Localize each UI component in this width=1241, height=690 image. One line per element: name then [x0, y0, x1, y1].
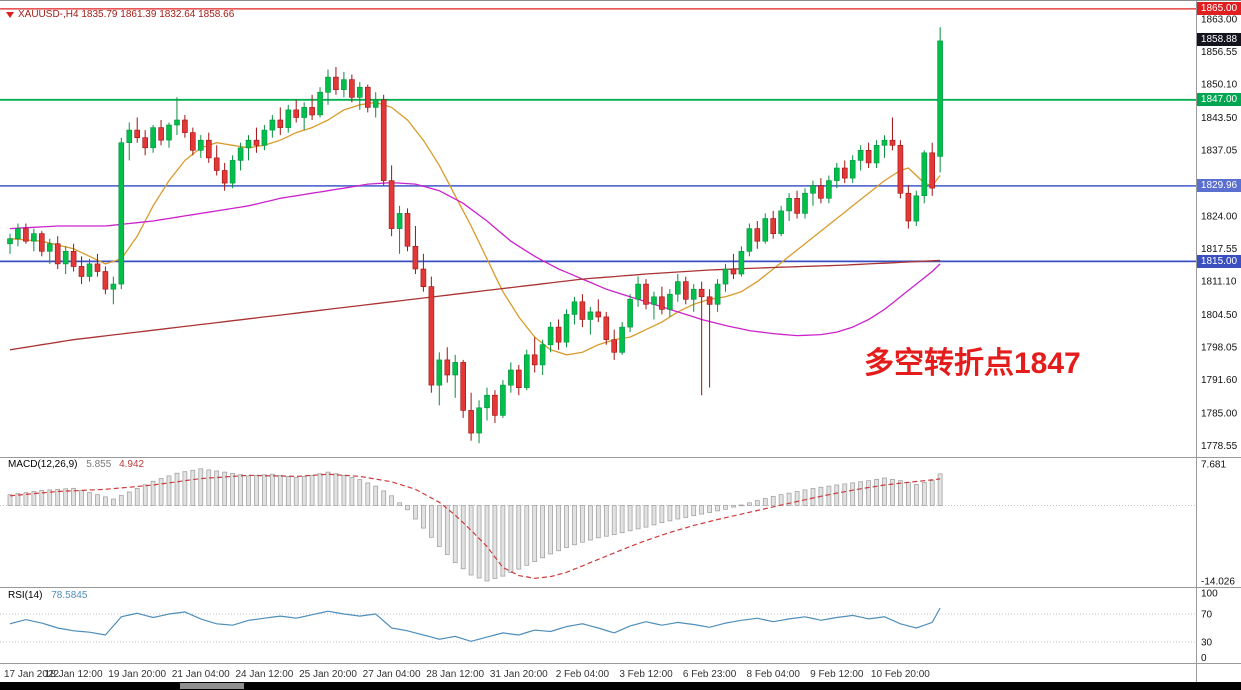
- price-tick-label: 1843.50: [1201, 113, 1238, 124]
- horizontal-scrollbar[interactable]: [0, 682, 1241, 690]
- price-tick-label: 1817.55: [1201, 244, 1238, 255]
- chart-annotation-text: 多空转折点1847: [864, 347, 1081, 380]
- time-tick-label: 9 Feb 12:00: [810, 669, 864, 680]
- time-tick-label: 17 Jan 2022: [4, 669, 59, 680]
- candlesticks: [7, 27, 943, 444]
- ma-fast-line: [9, 101, 941, 356]
- ma-slow-line: [9, 259, 941, 351]
- rsi-value: 78.5845: [51, 590, 88, 601]
- time-tick-label: 18 Jan 12:00: [45, 669, 103, 680]
- price-tick-label: 1778.55: [1201, 441, 1238, 452]
- rsi-tick-label: 30: [1201, 638, 1213, 649]
- time-tick-label: 2 Feb 04:00: [556, 669, 610, 680]
- macd-main-value: 5.855: [86, 459, 112, 470]
- price-badge-1829.96: 1829.96: [1197, 179, 1241, 193]
- price-tick-label: 1850.10: [1201, 80, 1238, 91]
- macd-indicator-label: MACD(12,26,9) 5.855 4.942: [8, 459, 144, 470]
- time-tick-label: 28 Jan 12:00: [426, 669, 484, 680]
- rsi-tick-label: 70: [1201, 610, 1213, 621]
- price-tick-label: 1804.50: [1201, 310, 1238, 321]
- price-tick-label: 1856.55: [1201, 47, 1238, 58]
- price-axis: 1863.001856.551850.101843.501837.051830.…: [1201, 15, 1238, 665]
- time-tick-label: 10 Feb 20:00: [871, 669, 930, 680]
- rsi-tick-label: 0: [1201, 653, 1207, 664]
- time-tick-label: 24 Jan 12:00: [235, 669, 293, 680]
- symbol-ohlc-header: XAUUSD-,H4 1835.79 1861.39 1832.64 1858.…: [6, 9, 234, 20]
- price-badge-1847.00: 1847.00: [1197, 93, 1241, 107]
- macd-signal-line: [9, 473, 941, 579]
- price-tick-label: 1863.00: [1201, 15, 1238, 26]
- rsi-name: RSI(14): [8, 590, 43, 601]
- price-badge-1815.00: 1815.00: [1197, 254, 1241, 268]
- time-tick-label: 31 Jan 20:00: [490, 669, 548, 680]
- macd-panel: [0, 468, 1197, 582]
- time-tick-label: 3 Feb 12:00: [619, 669, 673, 680]
- rsi-line: [9, 607, 941, 642]
- rsi-indicator-label: RSI(14) 78.5845: [8, 590, 87, 601]
- time-tick-label: 6 Feb 23:00: [683, 669, 737, 680]
- rsi-tick-label: 100: [1201, 589, 1218, 600]
- price-tick-label: 1837.05: [1201, 146, 1238, 157]
- price-tick-label: 1785.00: [1201, 408, 1238, 419]
- price-tick-label: 1791.60: [1201, 375, 1238, 386]
- ma-medium-line: [9, 181, 941, 337]
- macd-signal-value: 4.942: [119, 459, 145, 470]
- main-chart-panel: [0, 8, 1197, 444]
- scrollbar-thumb[interactable]: [180, 683, 244, 689]
- macd-tick-label: 7.681: [1201, 460, 1226, 471]
- price-tick-label: 1811.10: [1201, 277, 1237, 288]
- time-tick-label: 19 Jan 20:00: [108, 669, 166, 680]
- macd-name: MACD(12,26,9): [8, 459, 78, 470]
- sell-marker-icon: [6, 11, 14, 18]
- time-tick-label: 25 Jan 20:00: [299, 669, 357, 680]
- price-badge-1865.00: 1865.00: [1197, 2, 1241, 16]
- price-tick-label: 1798.05: [1201, 343, 1238, 354]
- price-badge-1858.88: 1858.88: [1197, 33, 1241, 47]
- price-tick-label: 1824.00: [1201, 211, 1238, 222]
- time-tick-label: 21 Jan 04:00: [172, 669, 230, 680]
- macd-tick-label: -14.026: [1201, 577, 1235, 588]
- time-tick-label: 8 Feb 04:00: [747, 669, 801, 680]
- time-tick-label: 27 Jan 04:00: [363, 669, 421, 680]
- rsi-panel: [0, 607, 1197, 643]
- symbol-ohlc-text: XAUUSD-,H4 1835.79 1861.39 1832.64 1858.…: [18, 9, 235, 20]
